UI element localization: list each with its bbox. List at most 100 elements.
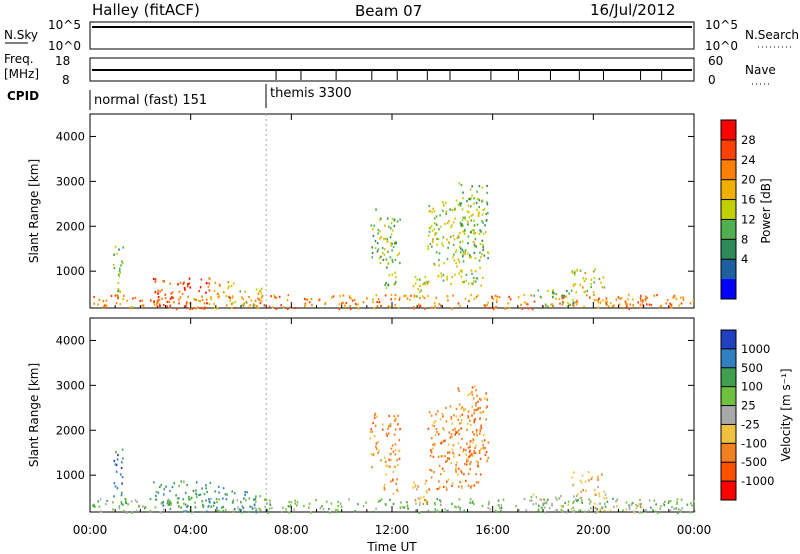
echo-cell bbox=[480, 427, 483, 430]
echo-cell bbox=[227, 287, 229, 290]
echo-cell bbox=[689, 511, 692, 514]
echo-cell bbox=[646, 296, 648, 299]
echo-cell bbox=[385, 473, 387, 476]
echo-cell bbox=[580, 481, 583, 484]
echo-cell bbox=[387, 305, 390, 308]
echo-cell bbox=[255, 288, 258, 291]
echo-cell bbox=[216, 506, 218, 509]
echo-cell bbox=[392, 246, 395, 249]
echo-cell bbox=[572, 304, 575, 307]
echo-cell bbox=[239, 290, 242, 293]
echo-cell bbox=[486, 184, 488, 188]
echo-cell bbox=[450, 226, 452, 229]
echo-cell bbox=[255, 495, 257, 498]
echo-cell bbox=[445, 406, 447, 409]
echo-cell bbox=[432, 238, 434, 241]
echo-cell bbox=[597, 477, 599, 480]
echo-cell bbox=[430, 414, 433, 417]
echo-cell bbox=[377, 228, 380, 232]
echo-cell bbox=[114, 245, 117, 248]
echo-cell bbox=[461, 281, 464, 284]
echo-cell bbox=[680, 296, 682, 299]
echo-cell bbox=[416, 295, 418, 298]
echo-cell bbox=[476, 208, 478, 211]
echo-cell bbox=[571, 271, 574, 274]
echo-cell bbox=[606, 500, 609, 503]
echo-cell bbox=[216, 292, 219, 295]
echo-cell bbox=[447, 246, 449, 249]
echo-cell bbox=[149, 510, 152, 513]
echo-cell bbox=[376, 300, 378, 304]
echo-cell bbox=[389, 424, 392, 428]
echo-cell bbox=[394, 428, 397, 431]
echo-cell bbox=[217, 485, 220, 488]
echo-cell bbox=[131, 511, 133, 514]
echo-cell bbox=[593, 298, 596, 302]
echo-cell bbox=[620, 297, 623, 300]
echo-cell bbox=[447, 443, 450, 446]
echo-cell bbox=[183, 286, 186, 290]
echo-cell bbox=[593, 281, 595, 284]
echo-cell bbox=[459, 446, 462, 449]
echo-cell bbox=[175, 307, 178, 311]
echo-cell bbox=[473, 452, 476, 455]
echo-cell bbox=[445, 460, 447, 463]
echo-cell bbox=[370, 452, 373, 456]
echo-cell bbox=[625, 305, 628, 308]
echo-cell bbox=[498, 296, 501, 299]
echo-cell bbox=[638, 511, 641, 514]
echo-cell bbox=[581, 501, 583, 504]
echo-cell bbox=[377, 248, 379, 251]
echo-cell bbox=[153, 300, 155, 303]
nsky-label: N.Sky bbox=[4, 28, 38, 42]
echo-cell bbox=[438, 487, 440, 490]
echo-cell bbox=[559, 302, 561, 305]
echo-cell bbox=[435, 231, 438, 235]
echo-cell bbox=[362, 505, 365, 508]
echo-cell bbox=[206, 302, 208, 305]
echo-cell bbox=[193, 298, 195, 301]
echo-cell bbox=[180, 506, 182, 509]
echo-cell bbox=[670, 303, 673, 306]
echo-cell bbox=[459, 422, 461, 425]
echo-cell bbox=[475, 429, 478, 432]
echo-cell bbox=[470, 461, 472, 464]
echo-cell bbox=[242, 304, 245, 307]
cbar-swatch bbox=[721, 179, 736, 201]
echo-cell bbox=[198, 290, 200, 293]
echo-cell bbox=[365, 501, 367, 504]
echo-cell bbox=[438, 228, 440, 231]
echo-cell bbox=[508, 306, 511, 309]
echo-cell bbox=[391, 217, 394, 220]
echo-cell bbox=[604, 509, 606, 512]
echo-cell bbox=[454, 505, 456, 508]
echo-cell bbox=[451, 422, 453, 425]
echo-cell bbox=[475, 277, 478, 280]
echo-cell bbox=[159, 511, 162, 514]
cbar-swatch bbox=[721, 405, 736, 425]
echo-cell bbox=[622, 307, 625, 310]
y-tick-label: 3000 bbox=[56, 174, 85, 188]
echo-cell bbox=[470, 424, 472, 427]
echo-cell bbox=[164, 297, 167, 300]
echo-cell bbox=[215, 498, 218, 501]
echo-cell bbox=[117, 273, 120, 276]
echo-cell bbox=[564, 501, 566, 505]
echo-cell bbox=[379, 262, 382, 265]
echo-cell bbox=[190, 496, 193, 499]
echo-cell bbox=[188, 282, 191, 285]
echo-cell bbox=[282, 506, 284, 509]
echo-cell bbox=[407, 507, 409, 510]
echo-cell bbox=[117, 297, 119, 300]
echo-cell bbox=[289, 505, 291, 508]
echo-cell bbox=[157, 296, 160, 299]
echo-cell bbox=[477, 198, 480, 201]
echo-cell bbox=[575, 498, 577, 501]
echo-cell bbox=[598, 297, 600, 300]
echo-cell bbox=[475, 402, 477, 405]
echo-cell bbox=[272, 306, 274, 309]
echo-cell bbox=[269, 503, 272, 507]
echo-cell bbox=[467, 410, 470, 413]
echo-cell bbox=[474, 446, 476, 449]
echo-cell bbox=[423, 296, 426, 300]
